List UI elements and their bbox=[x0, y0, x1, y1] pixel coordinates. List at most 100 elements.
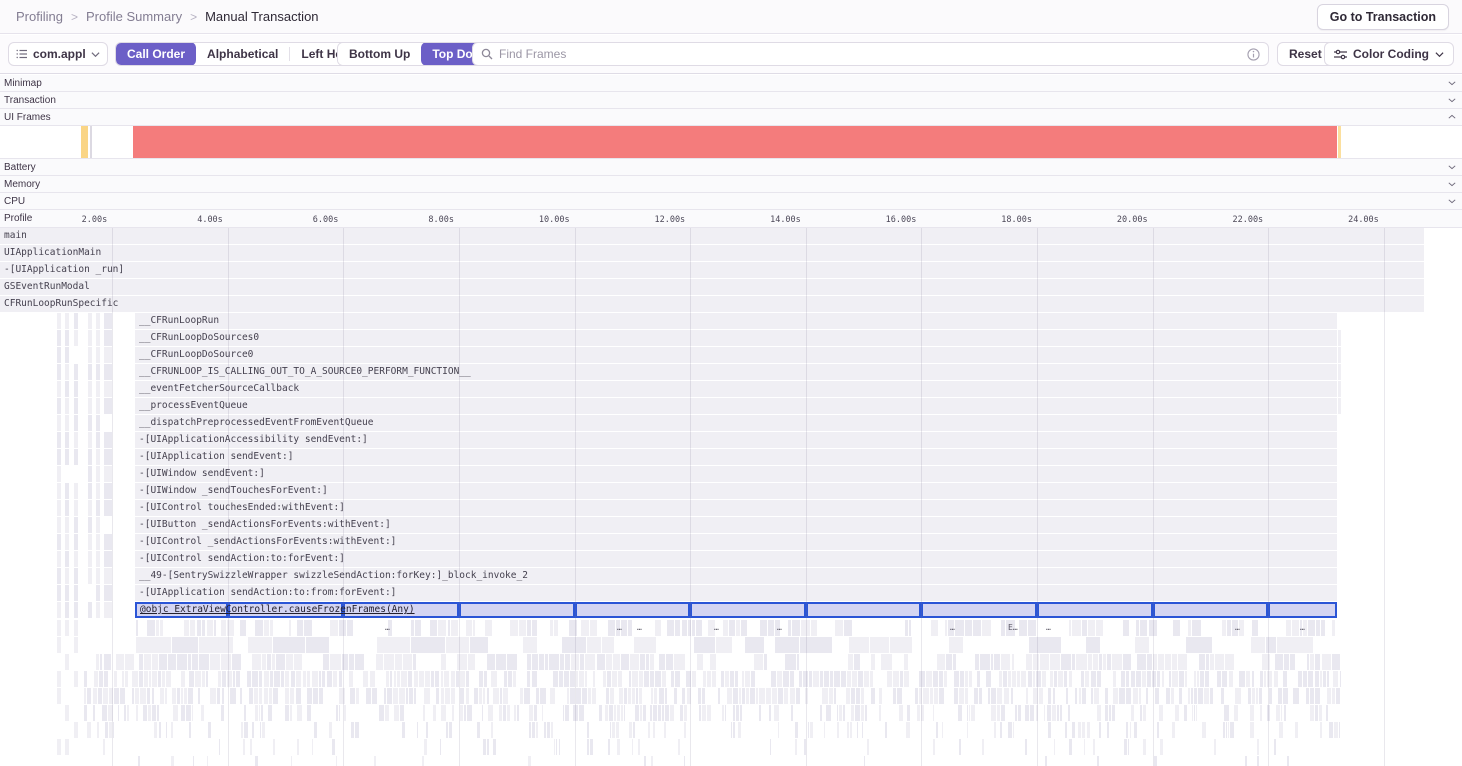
flame-frame[interactable] bbox=[1307, 671, 1314, 687]
flame-frame[interactable] bbox=[74, 415, 78, 431]
flame-frame[interactable] bbox=[1319, 671, 1323, 687]
flame-frame[interactable] bbox=[639, 688, 642, 704]
flame-frame[interactable] bbox=[543, 722, 546, 738]
bottom-up-button[interactable]: Bottom Up bbox=[338, 43, 422, 65]
flame-frame[interactable] bbox=[104, 449, 112, 465]
flame-frame[interactable] bbox=[548, 654, 560, 670]
flame-frame[interactable] bbox=[955, 620, 964, 636]
flame-frame[interactable] bbox=[561, 637, 586, 653]
flame-frame[interactable] bbox=[870, 637, 890, 653]
flame-frame[interactable] bbox=[973, 620, 982, 636]
flame-frame[interactable] bbox=[707, 620, 716, 636]
flame-frame[interactable] bbox=[248, 688, 253, 704]
flame-frame[interactable] bbox=[659, 654, 666, 670]
flame-frame[interactable] bbox=[425, 722, 428, 738]
flame-frame[interactable] bbox=[1125, 688, 1132, 704]
flame-frame[interactable] bbox=[560, 654, 565, 670]
flame-frame[interactable] bbox=[247, 671, 252, 687]
flame-frame[interactable] bbox=[192, 756, 195, 766]
flame-frame[interactable] bbox=[88, 449, 92, 465]
flame-frame[interactable] bbox=[143, 705, 148, 721]
flame-frame[interactable] bbox=[146, 688, 151, 704]
flame-frame[interactable] bbox=[1261, 654, 1270, 670]
flame-frame[interactable] bbox=[828, 688, 833, 704]
flame-frame[interactable] bbox=[691, 620, 696, 636]
flame-frame[interactable] bbox=[1000, 705, 1005, 721]
flame-frame[interactable] bbox=[651, 756, 654, 766]
flame-frame[interactable] bbox=[686, 688, 691, 704]
flame-frame[interactable] bbox=[92, 688, 97, 704]
flame-frame[interactable] bbox=[216, 688, 221, 704]
flame-frame[interactable] bbox=[1040, 654, 1049, 670]
flame-frame[interactable] bbox=[362, 671, 369, 687]
flame-frame[interactable] bbox=[721, 671, 724, 687]
flame-frame[interactable] bbox=[1273, 671, 1279, 687]
flame-frame[interactable] bbox=[118, 705, 120, 721]
flame-frame[interactable] bbox=[649, 654, 655, 670]
flame-frame[interactable] bbox=[74, 313, 78, 329]
flame-frame[interactable] bbox=[966, 705, 968, 721]
flame-frame[interactable] bbox=[1215, 654, 1224, 670]
flame-frame[interactable] bbox=[564, 705, 570, 721]
flame-frame[interactable] bbox=[270, 620, 274, 636]
flame-frame[interactable] bbox=[1156, 722, 1159, 738]
flame-frame[interactable]: UIApplicationMain bbox=[0, 245, 1424, 261]
flame-frame[interactable] bbox=[979, 654, 990, 670]
flame-frame[interactable] bbox=[115, 654, 124, 670]
flame-frame[interactable] bbox=[369, 671, 376, 687]
flame-frame[interactable] bbox=[1049, 654, 1061, 670]
flame-frame[interactable] bbox=[1138, 688, 1142, 704]
flame-frame[interactable] bbox=[88, 415, 92, 431]
flame-frame[interactable] bbox=[534, 705, 537, 721]
flame-frame[interactable] bbox=[65, 705, 69, 721]
flame-frame[interactable] bbox=[558, 739, 560, 755]
flame-frame[interactable] bbox=[1016, 671, 1020, 687]
flame-frame[interactable] bbox=[1308, 620, 1315, 636]
flame-frame[interactable] bbox=[218, 739, 220, 755]
flame-frame[interactable] bbox=[1028, 637, 1062, 653]
flame-frame[interactable] bbox=[1306, 654, 1309, 670]
flame-frame[interactable] bbox=[434, 671, 440, 687]
flame-frame[interactable] bbox=[854, 654, 860, 670]
flame-frame[interactable] bbox=[1214, 739, 1217, 755]
flame-frame[interactable] bbox=[658, 705, 661, 721]
flame-frame[interactable] bbox=[330, 620, 338, 636]
flame-frame[interactable] bbox=[634, 705, 639, 721]
flame-frame[interactable] bbox=[765, 688, 771, 704]
flame-frame[interactable] bbox=[504, 671, 508, 687]
flame-frame[interactable] bbox=[581, 620, 589, 636]
flame-frame[interactable] bbox=[431, 671, 434, 687]
flame-frame[interactable] bbox=[183, 620, 190, 636]
flame-frame[interactable] bbox=[136, 637, 171, 653]
flame-frame[interactable] bbox=[1336, 688, 1340, 704]
flame-frame[interactable] bbox=[1010, 688, 1014, 704]
flame-frame[interactable] bbox=[96, 381, 100, 397]
flame-frame[interactable] bbox=[683, 705, 688, 721]
flame-frame[interactable] bbox=[953, 688, 958, 704]
flame-frame[interactable] bbox=[982, 739, 984, 755]
flame-frame[interactable] bbox=[632, 688, 635, 704]
flame-frame[interactable] bbox=[65, 585, 69, 601]
flame-frame[interactable] bbox=[445, 637, 469, 653]
flame-frame[interactable] bbox=[789, 688, 796, 704]
flame-frame[interactable] bbox=[251, 654, 261, 670]
frozen-frame-bar[interactable] bbox=[133, 126, 1337, 158]
flame-frame[interactable] bbox=[119, 688, 125, 704]
flame-frame[interactable] bbox=[415, 620, 421, 636]
flame-frame[interactable] bbox=[196, 620, 201, 636]
flame-frame[interactable] bbox=[459, 705, 463, 721]
section-header-cpu[interactable]: CPU bbox=[0, 193, 1462, 210]
flame-frame[interactable] bbox=[1145, 688, 1149, 704]
flame-frame[interactable] bbox=[1094, 688, 1099, 704]
slow-frame-bar[interactable] bbox=[81, 126, 88, 158]
section-header-battery[interactable]: Battery bbox=[0, 159, 1462, 176]
flame-frame[interactable] bbox=[74, 551, 78, 567]
flame-frame[interactable] bbox=[649, 671, 654, 687]
flame-frame[interactable] bbox=[620, 654, 629, 670]
selected-flame-frame[interactable] bbox=[1152, 602, 1269, 618]
flame-frame[interactable] bbox=[539, 688, 546, 704]
flame-frame[interactable] bbox=[135, 688, 140, 704]
flame-frame[interactable]: __CFRunLoopRun bbox=[135, 313, 1337, 329]
flame-frame[interactable] bbox=[826, 705, 831, 721]
flame-frame[interactable] bbox=[414, 688, 417, 704]
